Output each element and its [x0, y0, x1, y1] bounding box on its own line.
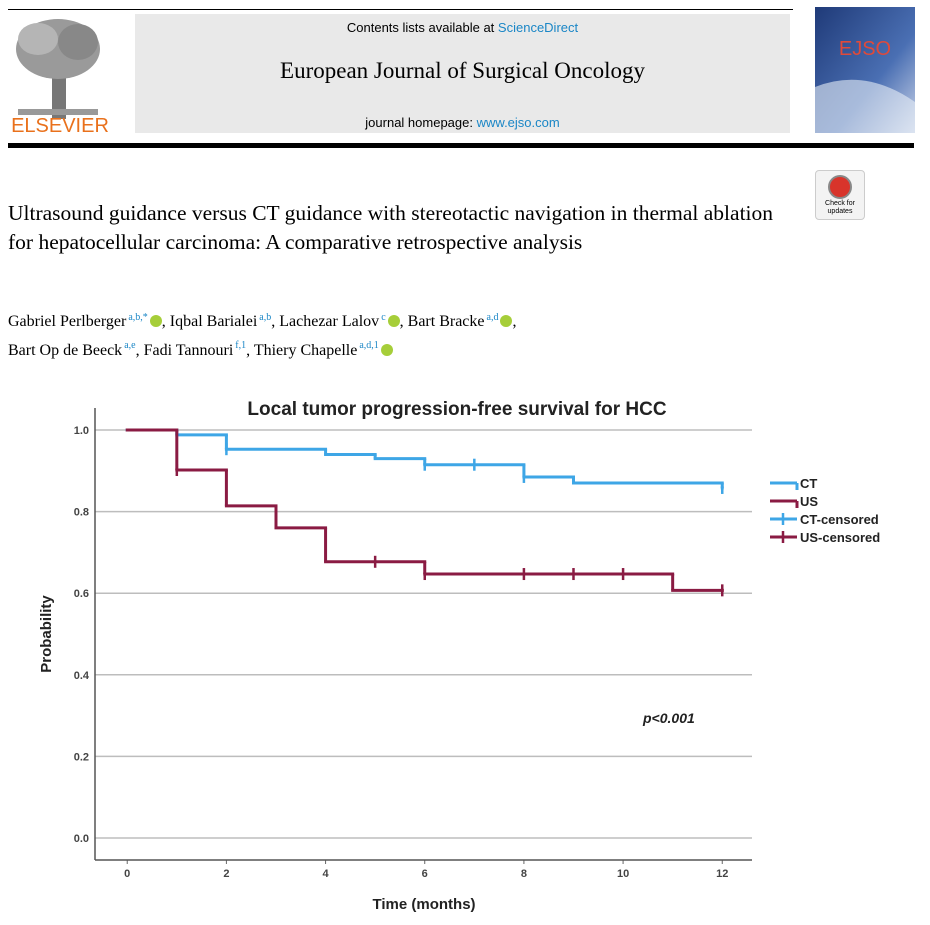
- x-tick-label: 6: [422, 868, 428, 880]
- separator: ,: [246, 341, 251, 359]
- chart-title: Local tumor progression-free survival fo…: [247, 399, 666, 420]
- check-updates-badge[interactable]: Check for updates: [815, 170, 865, 220]
- y-tick-label: 0.4: [74, 670, 90, 682]
- contents-line: Contents lists available at ScienceDirec…: [135, 20, 790, 35]
- separator: ,: [161, 313, 166, 331]
- publisher-name: ELSEVIER: [11, 115, 109, 137]
- legend-label: US-censored: [800, 530, 880, 545]
- orcid-icon[interactable]: [387, 315, 400, 328]
- contents-prefix: Contents lists available at: [346, 20, 495, 35]
- x-tick-label: 2: [223, 868, 229, 880]
- y-axis-label: Probability: [38, 595, 55, 673]
- y-tick-label: 0.0: [74, 833, 89, 845]
- author-affiliations: f,1: [235, 340, 247, 352]
- top-rule: [8, 9, 793, 10]
- author-affiliations: c: [381, 312, 386, 323]
- separator: ,: [271, 313, 276, 331]
- x-tick-label: 0: [124, 868, 130, 880]
- author: Gabriel Perlberger a,b,*,: [8, 312, 166, 331]
- homepage-line: journal homepage: www.ejso.com: [135, 115, 790, 130]
- x-tick-label: 12: [716, 868, 728, 880]
- publisher-logo: ELSEVIER: [11, 19, 109, 137]
- author-name: Lachezar Lalov: [279, 313, 380, 331]
- orcid-icon[interactable]: [500, 315, 513, 328]
- journal-name: European Journal of Surgical Oncology: [280, 58, 645, 83]
- homepage-prefix: journal homepage:: [365, 115, 473, 130]
- badge-text: Check for updates: [825, 200, 855, 215]
- sciencedirect-link[interactable]: ScienceDirect: [497, 20, 579, 35]
- separator: ,: [399, 313, 404, 331]
- homepage-link[interactable]: www.ejso.com: [476, 115, 560, 130]
- article-title: Ultrasound guidance versus CT guidance w…: [8, 201, 774, 254]
- x-tick-label: 8: [521, 868, 527, 880]
- author-name: Thiery Chapelle: [253, 341, 358, 359]
- legend-label: US: [800, 494, 818, 509]
- author-name: Bart Op de Beeck: [8, 341, 123, 359]
- author: Iqbal Barialei a,b,: [169, 312, 276, 331]
- author-name: Fadi Tannouri: [143, 341, 234, 359]
- separator: ,: [135, 341, 140, 359]
- legend-label: CT-censored: [800, 512, 879, 527]
- author-affiliations: a,d,1: [359, 340, 379, 352]
- author-affiliations: a,b,*: [128, 312, 148, 323]
- author: Bart Bracke a,d,: [407, 312, 517, 331]
- x-axis-label: Time (months): [372, 896, 475, 913]
- y-tick-label: 0.2: [74, 751, 89, 763]
- journal-banner: Contents lists available at ScienceDirec…: [135, 14, 790, 133]
- author-affiliations: a,e: [124, 340, 136, 352]
- author-name: Iqbal Barialei: [169, 313, 258, 331]
- journal-cover: EJSO: [815, 7, 915, 133]
- author: Bart Op de Beeck a,e,: [8, 340, 140, 359]
- separator: ,: [512, 313, 517, 331]
- y-tick-label: 1.0: [74, 425, 89, 437]
- legend-label: CT: [800, 476, 817, 491]
- header-rule: [8, 143, 914, 148]
- chart: Local tumor progression-free survival fo…: [38, 399, 880, 913]
- author: Fadi Tannouri f,1,: [143, 340, 251, 359]
- orcid-icon[interactable]: [149, 315, 162, 328]
- author: Lachezar Lalov c,: [279, 312, 404, 331]
- author-name: Bart Bracke: [407, 313, 485, 331]
- author-affiliations: a,b: [259, 312, 272, 323]
- y-tick-label: 0.6: [74, 588, 89, 600]
- author-name: Gabriel Perlberger: [8, 313, 127, 331]
- x-tick-label: 10: [617, 868, 629, 880]
- author: Thiery Chapelle a,d,1: [253, 340, 393, 359]
- author-list: Gabriel Perlberger a,b,*, Iqbal Barialei a…: [8, 306, 808, 363]
- y-tick-label: 0.8: [74, 507, 89, 519]
- x-tick-label: 4: [323, 868, 330, 880]
- badge-icon: [828, 175, 852, 199]
- orcid-icon[interactable]: [380, 343, 393, 356]
- cover-title: EJSO: [839, 38, 891, 60]
- annotation: p<0.001: [642, 710, 695, 726]
- author-affiliations: a,d: [486, 312, 499, 323]
